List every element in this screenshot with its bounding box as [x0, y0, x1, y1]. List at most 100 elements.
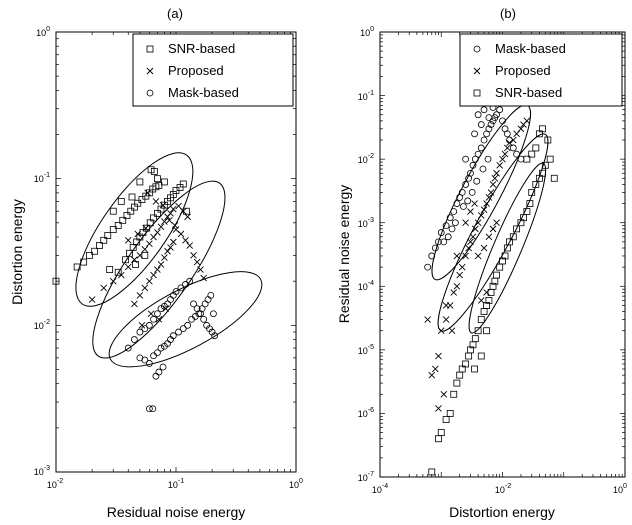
panel-b-point-square	[546, 155, 554, 163]
panel-b-point-circle	[480, 106, 488, 114]
panel-b-point-circle	[503, 130, 511, 138]
panel-a-point-circle	[210, 310, 217, 318]
panel-a-ticks: 10-2 10-1 100 10-3 10-2 10-1 100	[34, 26, 303, 490]
panel-b-ytick-2: 10-5	[358, 344, 374, 356]
panel-b-point-x	[472, 225, 479, 233]
panel-b-point-circle	[440, 238, 448, 246]
panel-b-point-circle	[477, 121, 485, 128]
panel-b-point-x	[485, 233, 493, 241]
panel-a-point-square	[122, 256, 129, 264]
panel-b-point-square	[506, 238, 513, 246]
panel-a-legend: SNR-based Proposed Mask-based	[132, 33, 294, 107]
panel-a-point-x	[109, 277, 117, 285]
panel-b-point-x	[513, 130, 520, 138]
panel-a-ellipse-1	[92, 180, 226, 359]
panel-b-point-x	[477, 212, 485, 219]
panel-b-point-x	[471, 200, 478, 207]
panel-a-point-x	[193, 258, 201, 266]
panel-b-xtick-0: 10-4	[372, 483, 388, 495]
panel-a-point-x	[150, 271, 157, 279]
panel-b-point-circle	[428, 252, 436, 260]
panel-b-point-x	[509, 136, 517, 144]
panel-b-point-circle	[435, 238, 442, 246]
panel-a-point-x	[167, 210, 174, 217]
panel-a-point-circle	[145, 360, 153, 367]
panel-a-point-circle	[201, 300, 209, 308]
panel-b-point-circle	[469, 161, 477, 169]
panel-a-point-x	[134, 230, 142, 238]
panel-a-point-square	[100, 236, 108, 244]
panel-b-point-square	[458, 365, 466, 373]
panel-a-point-circle	[211, 332, 219, 340]
panel-b-point-circle	[444, 233, 452, 241]
panel-b-point-circle	[484, 155, 492, 163]
panel-b-point-x	[487, 189, 495, 196]
panel-b-point-x	[424, 316, 431, 323]
panel-b-point-square	[483, 327, 490, 335]
panel-b-point-square	[523, 208, 531, 215]
panel-b-point-square	[496, 263, 504, 271]
panel-a-point-x	[154, 229, 161, 236]
panel-a-title: (a)	[167, 6, 183, 21]
panel-b-point-x	[517, 125, 525, 133]
panel-a-point-x	[166, 217, 173, 224]
panel-a-ellipse-0	[75, 152, 194, 307]
panel-b-point-square	[520, 214, 527, 222]
panel-b-point-x	[442, 302, 450, 309]
panel-b-point-circle	[479, 165, 487, 173]
panel-b-point-circle	[474, 150, 482, 158]
panel-a-point-circle	[149, 405, 157, 413]
panel-a-point-x	[177, 230, 185, 238]
panel-b-point-square	[528, 188, 536, 196]
panel-b-legend-label-1: Proposed	[495, 63, 551, 78]
panel-b-point-x	[480, 206, 488, 214]
panel-b-point-x	[431, 365, 439, 373]
panel-a-point-circle	[145, 321, 153, 329]
panel-a-point-circle	[130, 336, 138, 343]
panel-b-point-circle	[513, 150, 521, 158]
panel-b-point-x	[458, 263, 466, 271]
panel-a-point-square	[52, 277, 60, 285]
panel-b-legend-marker-0	[473, 45, 481, 53]
panel-a-point-circle	[198, 305, 206, 313]
panel-b-ellipse-2	[468, 162, 547, 334]
panel-b-point-x	[480, 244, 488, 252]
panel-a-xtick-2: 100	[289, 478, 303, 490]
panel-b-point-circle	[487, 121, 495, 128]
panel-a-point-x	[152, 198, 160, 205]
panel-b-point-square	[456, 371, 464, 379]
panel-a-point-x	[182, 236, 189, 244]
panel-b-point-square	[428, 468, 436, 476]
panel-b-point-circle	[453, 200, 461, 207]
panel-b-point-circle	[442, 222, 450, 230]
panel-a-point-square	[106, 266, 114, 273]
panel-b-point-circle	[460, 203, 467, 210]
panel-a-point-square	[119, 216, 127, 224]
panel-a-point-square	[154, 209, 161, 217]
panel-a-point-circle	[150, 352, 157, 360]
panel-b-point-square	[474, 327, 482, 335]
panel-a-point-square	[128, 193, 136, 201]
panel-b-ellipse-0	[431, 104, 531, 281]
panel-a-point-square	[154, 175, 161, 183]
panel-a-point-square	[114, 268, 122, 276]
panel-a-point-x	[146, 240, 153, 248]
panel-b-point-square	[499, 257, 506, 265]
panel-b-point-square	[483, 302, 490, 309]
panel-b-point-x	[474, 219, 482, 227]
panel-a-xlabel: Residual noise energy	[107, 504, 246, 520]
panel-a-point-square	[160, 178, 168, 186]
panel-b-point-x	[489, 225, 497, 233]
panel-a-point-x	[179, 207, 187, 215]
panel-a-point-square	[179, 180, 187, 188]
panel-a-point-circle	[169, 332, 177, 340]
panel-b-point-circle	[448, 225, 456, 233]
panel-a-point-x	[170, 205, 177, 213]
panel-a-ylabel: Distortion energy	[9, 199, 25, 305]
panel-a-point-circle	[200, 315, 208, 323]
panel-b-point-circle	[471, 155, 479, 163]
panel-b-xtick-2: 100	[613, 483, 627, 495]
panel-a-point-circle	[124, 344, 132, 352]
panel-a-point-x	[200, 274, 207, 282]
